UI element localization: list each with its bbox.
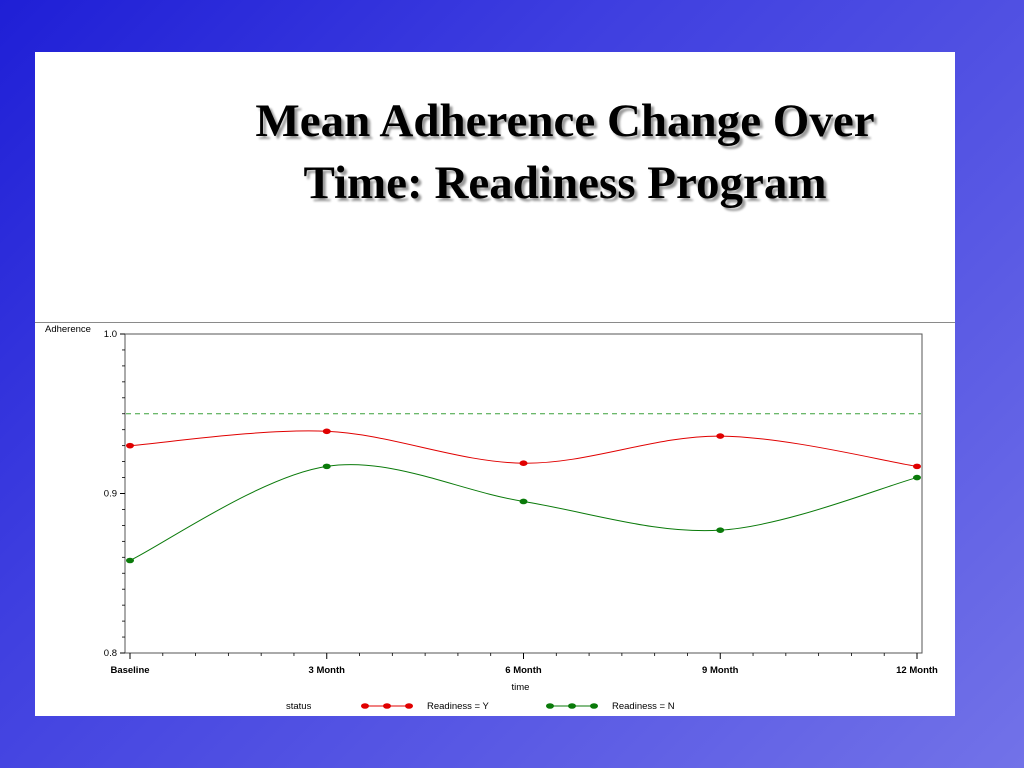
data-point-series-2: [322, 463, 331, 470]
legend-title: status: [286, 701, 312, 712]
x-tick-label: 6 Month: [505, 665, 542, 676]
series-line-2: [129, 464, 918, 561]
data-point-series-2: [126, 557, 134, 564]
y-tick-label: 0.9: [104, 489, 117, 500]
x-axis-label: time: [512, 682, 530, 693]
legend-label-1: Readiness = Y: [427, 701, 490, 712]
legend-marker-2: [590, 703, 598, 709]
x-tick-label: 3 Month: [309, 665, 346, 676]
legend-label-2: Readiness = N: [612, 701, 675, 712]
legend-marker-1: [405, 703, 413, 709]
legend-marker-1: [361, 703, 369, 709]
data-point-series-1: [716, 433, 725, 439]
legend-marker-1: [383, 703, 391, 709]
slide-title-line-1: Mean Adherence Change Over: [255, 95, 875, 147]
data-point-series-1: [322, 428, 331, 435]
x-tick-label: 9 Month: [702, 665, 739, 676]
data-point-series-1: [126, 442, 134, 449]
legend-marker-2: [568, 703, 576, 709]
data-point-series-2: [519, 498, 528, 505]
slide-panel: Mean Adherence Change Over Time: Readine…: [35, 52, 955, 716]
x-tick-label: Baseline: [110, 665, 149, 676]
legend-marker-2: [546, 703, 554, 709]
data-point-series-2: [716, 527, 725, 533]
y-tick-label: 1.0: [104, 329, 117, 340]
plot-frame: [124, 333, 923, 654]
slide-title: Mean Adherence Change Over Time: Readine…: [35, 90, 1024, 214]
data-point-series-2: [913, 474, 921, 481]
data-point-series-1: [913, 463, 921, 470]
y-axis-label: Adherence: [45, 324, 91, 335]
chart-area: Adherence 0.8 0.9 1.0 Baseline 3 Month 6 Month…: [35, 322, 955, 716]
slide-title-line-2: Time: Readiness Program: [303, 157, 827, 209]
adherence-line-chart: Adherence 0.8 0.9 1.0 Baseline 3 Month 6 Month…: [45, 324, 938, 712]
x-tick-label: 12 Month: [896, 665, 938, 676]
y-tick-label: 0.8: [104, 648, 117, 659]
data-point-series-1: [519, 460, 528, 466]
